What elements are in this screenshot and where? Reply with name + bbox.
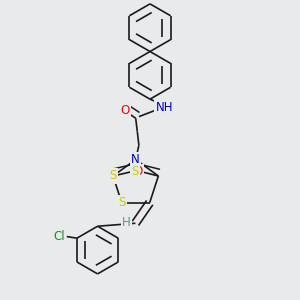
Text: Cl: Cl xyxy=(54,230,65,243)
Text: S: S xyxy=(131,165,138,178)
Text: O: O xyxy=(121,104,130,117)
Text: S: S xyxy=(110,169,117,182)
Text: N: N xyxy=(131,153,140,166)
Text: S: S xyxy=(118,196,125,209)
Text: O: O xyxy=(134,165,143,178)
Text: H: H xyxy=(122,216,131,229)
Text: NH: NH xyxy=(155,100,173,114)
